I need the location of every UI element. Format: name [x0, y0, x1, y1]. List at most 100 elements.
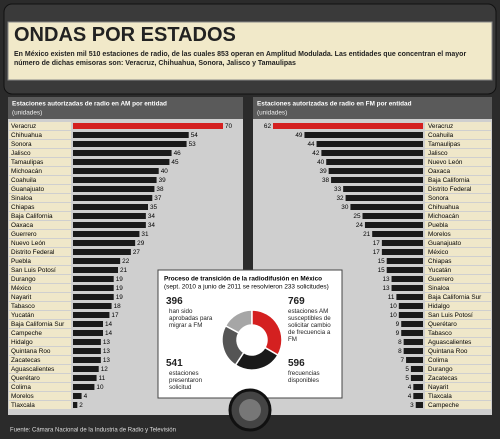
- bar: [73, 303, 112, 309]
- category-label: Tabasco: [428, 330, 452, 337]
- category-label: Nuevo León: [11, 240, 46, 247]
- label-bg: [9, 338, 71, 346]
- value-label: 19: [116, 276, 124, 283]
- label-bg: [9, 194, 71, 202]
- bar: [73, 357, 101, 363]
- label-bg: [9, 383, 71, 391]
- label-bg: [425, 167, 491, 175]
- category-label: Tabasco: [11, 303, 35, 310]
- label-bg: [425, 185, 491, 193]
- category-label: Sinaloa: [428, 285, 450, 292]
- value-label: 7: [401, 357, 405, 364]
- value-label: 25: [353, 213, 361, 220]
- value-label: 53: [189, 141, 197, 148]
- bar: [73, 312, 110, 318]
- category-label: Chiapas: [428, 258, 451, 265]
- bar: [73, 366, 99, 372]
- bar: [316, 141, 423, 147]
- bar: [73, 141, 187, 147]
- label-bg: [9, 302, 71, 310]
- am-header: [8, 97, 243, 119]
- label-bg: [425, 365, 491, 373]
- page-title: ONDAS POR ESTADOS: [14, 24, 236, 46]
- bar: [415, 402, 423, 408]
- label-bg: [9, 230, 71, 238]
- category-label: Quintana Roo: [428, 348, 468, 355]
- value-label: 34: [148, 213, 156, 220]
- bar: [410, 375, 423, 381]
- label-bg: [425, 401, 491, 409]
- label-bg: [425, 347, 491, 355]
- label-bg: [425, 122, 491, 130]
- value-label: 17: [373, 249, 381, 256]
- category-label: Nuevo León: [428, 159, 463, 166]
- bar: [350, 204, 423, 210]
- bar: [73, 276, 114, 282]
- label-bg: [9, 149, 71, 157]
- label-bg: [425, 356, 491, 364]
- value-label: 19: [116, 294, 124, 301]
- label-bg: [425, 131, 491, 139]
- category-label: Tlaxcala: [428, 393, 452, 400]
- label-bg: [425, 248, 491, 256]
- bar: [321, 150, 423, 156]
- fm-subtitle: (unidades): [257, 110, 287, 117]
- donut-label: estaciones AM susceptibles de solicitar …: [288, 308, 331, 343]
- value-label: 14: [105, 321, 113, 328]
- value-label: 32: [336, 195, 344, 202]
- bar: [343, 186, 423, 192]
- category-label: Aguascalientes: [428, 339, 471, 346]
- donut-value: 541: [166, 358, 183, 369]
- bar: [73, 330, 103, 336]
- bar: [401, 321, 423, 327]
- category-label: Colima: [428, 357, 448, 364]
- value-label: 22: [122, 258, 130, 265]
- label-bg: [425, 203, 491, 211]
- value-label: 30: [341, 204, 349, 211]
- label-bg: [9, 347, 71, 355]
- bar: [345, 195, 423, 201]
- label-bg: [9, 167, 71, 175]
- category-label: Durango: [428, 366, 453, 373]
- category-label: Yucatán: [11, 312, 35, 319]
- label-bg: [425, 284, 491, 292]
- value-label: 21: [363, 231, 371, 238]
- value-label: 8: [398, 339, 402, 346]
- value-label: 10: [390, 312, 398, 319]
- bar: [396, 294, 423, 300]
- category-label: México: [11, 285, 32, 292]
- bar: [410, 366, 423, 372]
- bar: [326, 159, 423, 165]
- category-label: Distrito Federal: [11, 249, 54, 256]
- bar: [73, 375, 97, 381]
- value-label: 15: [378, 267, 386, 274]
- category-label: México: [428, 249, 449, 256]
- category-label: Veracruz: [11, 123, 36, 130]
- category-label: Jalisco: [428, 150, 448, 157]
- bar: [73, 339, 101, 345]
- value-label: 44: [307, 141, 315, 148]
- label-bg: [9, 221, 71, 229]
- category-label: Coahuila: [428, 132, 454, 139]
- label-bg: [425, 275, 491, 283]
- value-label: 42: [312, 150, 320, 157]
- category-label: Guerrero: [11, 231, 37, 238]
- bar: [73, 150, 172, 156]
- value-label: 13: [103, 357, 111, 364]
- category-label: Baja California Sur: [428, 294, 482, 301]
- donut-value: 596: [288, 358, 305, 369]
- category-label: Tlaxcala: [11, 402, 35, 409]
- category-label: Sonora: [11, 141, 32, 148]
- label-bg: [425, 140, 491, 148]
- donut-label: han sido aprobadas para migrar a FM: [169, 308, 213, 329]
- label-bg: [425, 221, 491, 229]
- value-label: 29: [137, 240, 145, 247]
- label-bg: [425, 329, 491, 337]
- category-label: Puebla: [428, 222, 448, 229]
- label-bg: [425, 266, 491, 274]
- value-label: 38: [322, 177, 330, 184]
- label-bg: [425, 239, 491, 247]
- bar: [73, 132, 189, 138]
- category-label: Guanajuato: [428, 240, 461, 247]
- bar: [73, 240, 136, 246]
